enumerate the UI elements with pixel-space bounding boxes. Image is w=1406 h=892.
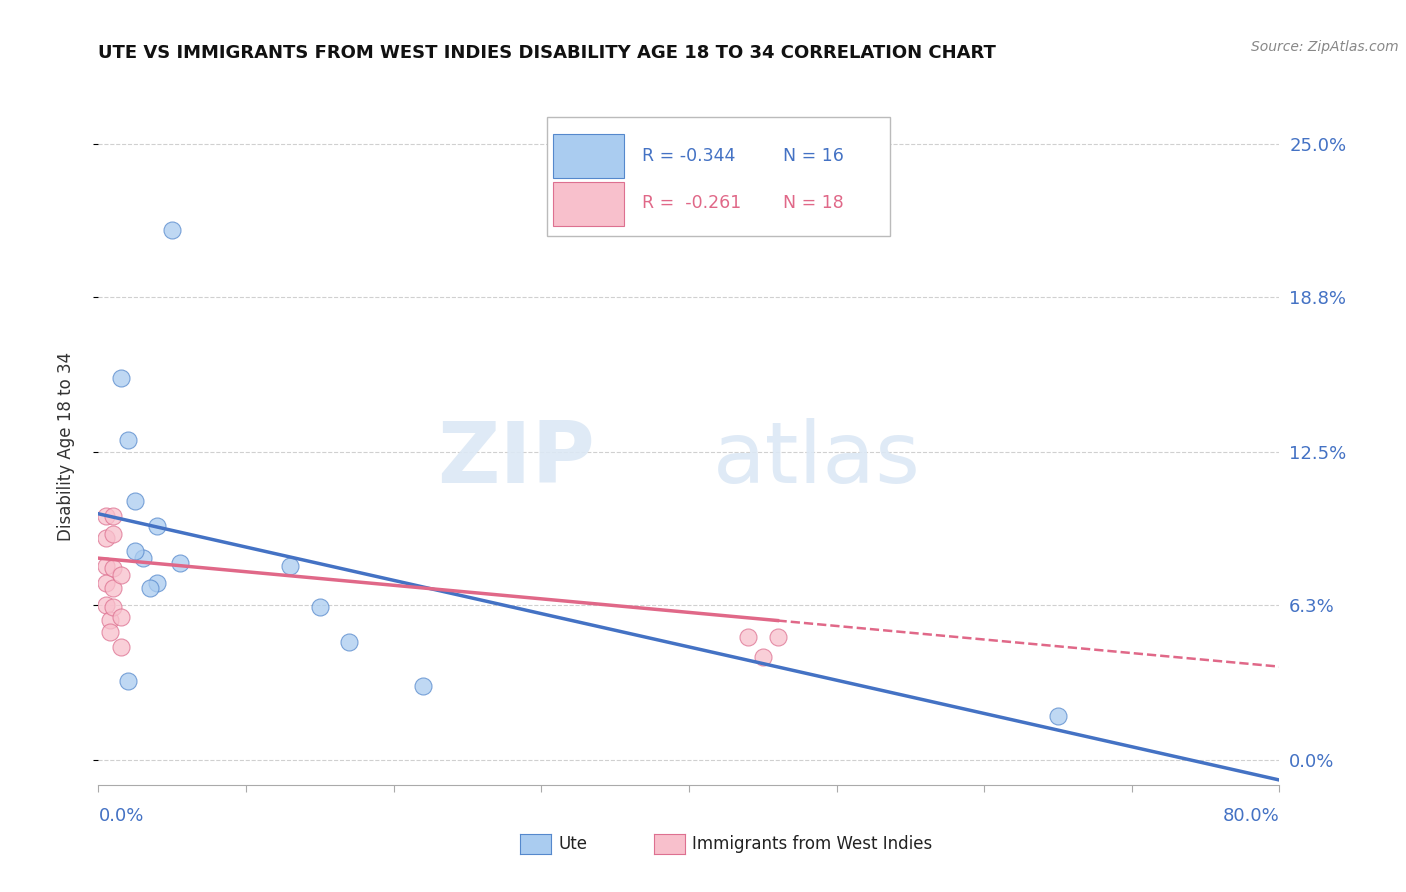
Point <box>169 556 191 570</box>
Point <box>110 610 132 624</box>
Text: R =  -0.261: R = -0.261 <box>641 194 741 212</box>
Point <box>146 519 169 533</box>
Point <box>124 543 146 558</box>
Point <box>94 532 117 546</box>
Point <box>103 600 125 615</box>
Point <box>117 433 139 447</box>
Point <box>162 223 184 237</box>
Point <box>124 494 146 508</box>
Point <box>737 630 759 644</box>
Point <box>94 598 117 612</box>
Text: UTE VS IMMIGRANTS FROM WEST INDIES DISABILITY AGE 18 TO 34 CORRELATION CHART: UTE VS IMMIGRANTS FROM WEST INDIES DISAB… <box>98 45 997 62</box>
Point <box>280 558 302 573</box>
Point <box>309 600 332 615</box>
Text: N = 16: N = 16 <box>783 147 844 165</box>
Point <box>103 509 125 524</box>
FancyBboxPatch shape <box>547 117 890 235</box>
Text: R = -0.344: R = -0.344 <box>641 147 735 165</box>
Text: N = 18: N = 18 <box>783 194 844 212</box>
Text: Ute: Ute <box>558 835 588 853</box>
Point <box>110 640 132 654</box>
Point <box>1046 709 1070 723</box>
Y-axis label: Disability Age 18 to 34: Disability Age 18 to 34 <box>56 351 75 541</box>
Point <box>94 509 117 524</box>
Point <box>94 575 117 590</box>
Point <box>98 625 121 640</box>
Text: ZIP: ZIP <box>437 418 595 501</box>
Point <box>752 649 775 664</box>
Point <box>110 568 132 582</box>
Point <box>339 635 361 649</box>
Point <box>146 575 169 590</box>
Point <box>139 581 162 595</box>
Point <box>132 551 155 566</box>
Text: Source: ZipAtlas.com: Source: ZipAtlas.com <box>1251 40 1399 54</box>
Point <box>103 561 125 575</box>
Point <box>94 558 117 573</box>
Point <box>766 630 789 644</box>
Point <box>117 674 139 689</box>
FancyBboxPatch shape <box>553 134 624 178</box>
Text: 80.0%: 80.0% <box>1223 807 1279 825</box>
Text: 0.0%: 0.0% <box>98 807 143 825</box>
Point <box>412 679 434 693</box>
Point <box>103 526 125 541</box>
Point <box>98 613 121 627</box>
FancyBboxPatch shape <box>553 182 624 226</box>
Text: atlas: atlas <box>713 418 921 501</box>
Text: Immigrants from West Indies: Immigrants from West Indies <box>692 835 932 853</box>
Point <box>103 581 125 595</box>
Point <box>110 371 132 385</box>
